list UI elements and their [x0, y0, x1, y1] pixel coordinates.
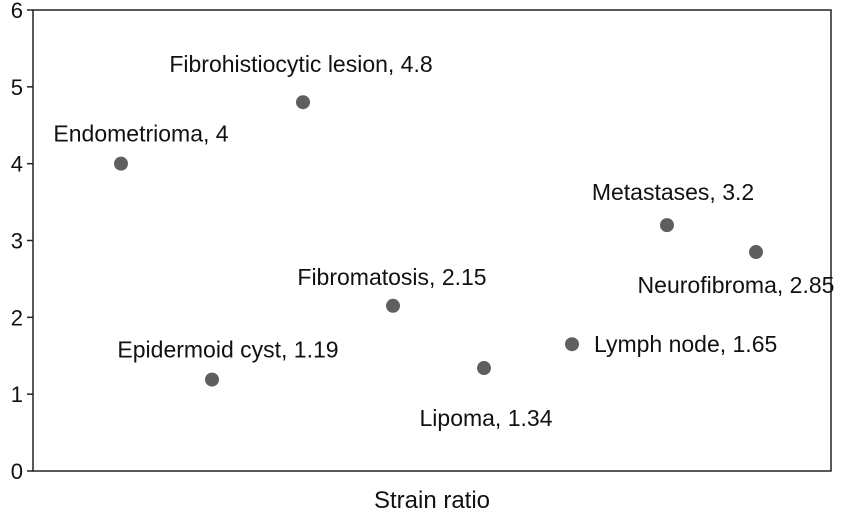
data-point — [749, 245, 763, 260]
data-point — [386, 298, 400, 313]
data-points — [114, 95, 763, 387]
y-tick-label: 4 — [11, 152, 23, 177]
point-label: Neurofibroma, 2.85 — [638, 272, 835, 298]
point-label: Fibromatosis, 2.15 — [297, 264, 486, 290]
x-axis-title: Strain ratio — [374, 487, 490, 513]
point-label: Lymph node, 1.65 — [594, 331, 777, 357]
data-point — [660, 218, 674, 233]
point-label: Fibrohistiocytic lesion, 4.8 — [169, 51, 432, 77]
data-point — [205, 372, 219, 387]
y-tick-label: 0 — [11, 459, 23, 484]
point-label: Lipoma, 1.34 — [420, 405, 553, 431]
point-label: Endometrioma, 4 — [53, 121, 228, 147]
y-tick-label: 3 — [11, 229, 23, 254]
data-point — [296, 95, 310, 110]
y-axis: 0 1 2 3 4 5 6 — [11, 0, 33, 484]
point-label: Epidermoid cyst, 1.19 — [117, 337, 338, 363]
y-tick-label: 2 — [11, 305, 23, 330]
point-label: Metastases, 3.2 — [592, 179, 754, 205]
plot-frame — [32, 9, 832, 472]
point-labels: Endometrioma, 4 Epidermoid cyst, 1.19 Fibr… — [53, 51, 834, 431]
y-tick-label: 1 — [11, 382, 23, 407]
data-point — [477, 361, 491, 376]
y-tick-label: 6 — [11, 0, 23, 23]
data-point — [565, 337, 579, 352]
data-point — [114, 156, 128, 171]
y-tick-label: 5 — [11, 75, 23, 100]
